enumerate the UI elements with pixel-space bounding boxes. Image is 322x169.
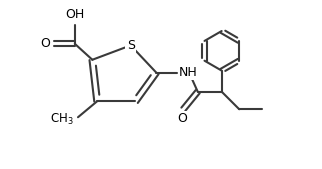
Text: S: S [127,39,135,52]
Text: CH$_3$: CH$_3$ [51,112,74,127]
Text: OH: OH [65,8,84,21]
Text: NH: NH [179,66,197,79]
Text: O: O [40,37,50,50]
Text: O: O [177,112,187,125]
